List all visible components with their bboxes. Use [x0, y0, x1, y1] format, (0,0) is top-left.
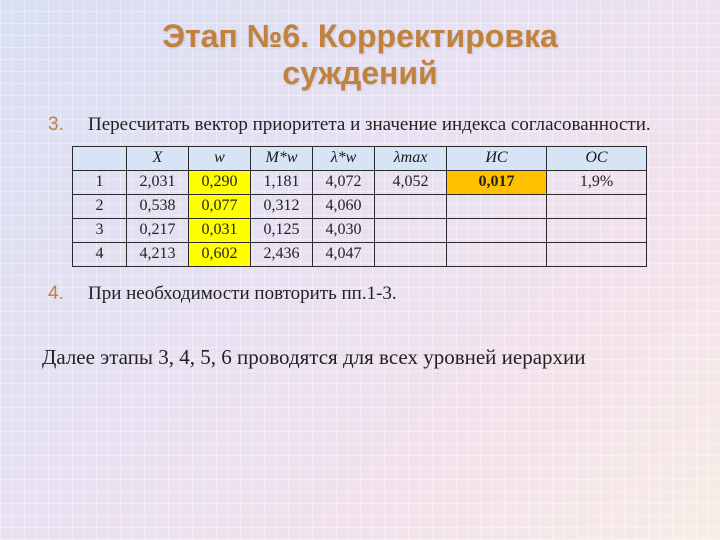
data-table: XwM*wλ*wλmaxИСОС12,0310,2901,1814,0724,0… [72, 146, 647, 267]
table-header-cell [73, 146, 127, 170]
title-line-2: суждений [282, 55, 437, 91]
table-header-cell: M*w [251, 146, 313, 170]
table-cell: 3 [73, 218, 127, 242]
table-cell: 0,125 [251, 218, 313, 242]
table-row: 44,2130,6022,4364,047 [73, 242, 647, 266]
table-cell [447, 194, 547, 218]
table-cell: 0,217 [127, 218, 189, 242]
table-header-cell: λmax [375, 146, 447, 170]
table-cell: 4,072 [313, 170, 375, 194]
table-cell: 1,181 [251, 170, 313, 194]
table-header-cell: w [189, 146, 251, 170]
table-row: 12,0310,2901,1814,0724,0520,0171,9% [73, 170, 647, 194]
table-header-cell: ОС [547, 146, 647, 170]
list-marker: 3. [48, 114, 66, 136]
table-cell: 1 [73, 170, 127, 194]
list-text: Пересчитать вектор приоритета и значение… [88, 114, 678, 136]
table-cell: 0,017 [447, 170, 547, 194]
table-cell: 0,031 [189, 218, 251, 242]
table-cell [375, 242, 447, 266]
table-cell: 0,290 [189, 170, 251, 194]
table-cell [447, 242, 547, 266]
table-cell [375, 194, 447, 218]
list-text: При необходимости повторить пп.1-3. [88, 283, 678, 305]
table-cell: 2,436 [251, 242, 313, 266]
table-cell: 4,047 [313, 242, 375, 266]
table-cell: 0,077 [189, 194, 251, 218]
table-cell: 4,213 [127, 242, 189, 266]
table-cell [547, 218, 647, 242]
table-cell [375, 218, 447, 242]
title-line-1: Этап №6. Корректировка [162, 18, 558, 54]
table-cell: 2 [73, 194, 127, 218]
table-cell: 0,602 [189, 242, 251, 266]
table-cell: 4 [73, 242, 127, 266]
table-row: 20,5380,0770,3124,060 [73, 194, 647, 218]
table-row: 30,2170,0310,1254,030 [73, 218, 647, 242]
table-header-cell: λ*w [313, 146, 375, 170]
footer-note: Далее этапы 3, 4, 5, 6 проводятся для вс… [42, 345, 678, 370]
table-header-cell: ИС [447, 146, 547, 170]
table-cell [447, 218, 547, 242]
table-header-cell: X [127, 146, 189, 170]
table-cell [547, 194, 647, 218]
table-cell [547, 242, 647, 266]
table-cell: 4,060 [313, 194, 375, 218]
list-item-4: 4. При необходимости повторить пп.1-3. [48, 283, 678, 305]
table-cell: 1,9% [547, 170, 647, 194]
table-cell: 0,538 [127, 194, 189, 218]
table-cell: 4,030 [313, 218, 375, 242]
list-marker: 4. [48, 283, 66, 305]
list-item-3: 3. Пересчитать вектор приоритета и значе… [48, 114, 678, 136]
table-cell: 2,031 [127, 170, 189, 194]
table-cell: 4,052 [375, 170, 447, 194]
table-cell: 0,312 [251, 194, 313, 218]
page-title: Этап №6. Корректировка суждений [42, 18, 678, 92]
